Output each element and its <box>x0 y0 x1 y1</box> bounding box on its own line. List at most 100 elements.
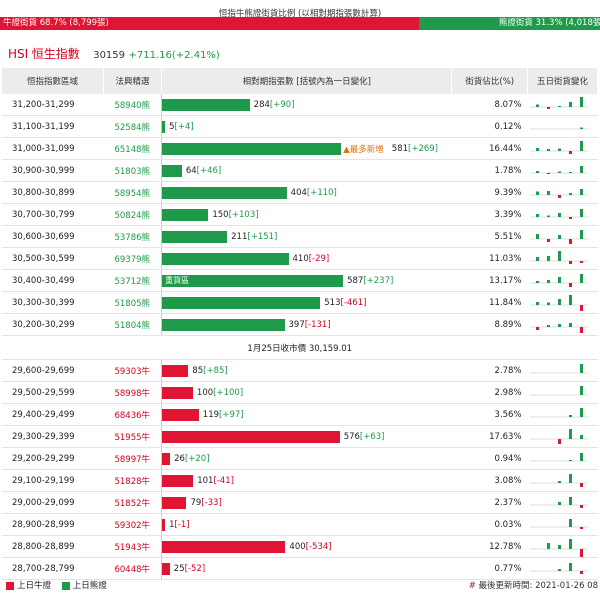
share-pct: 2.78% <box>451 359 528 382</box>
bar-cell: 397 [-131] <box>161 313 452 336</box>
ticker-link[interactable]: 50824熊 <box>103 203 162 226</box>
sparkline-bar <box>579 526 583 529</box>
sparkline-cell <box>527 447 598 470</box>
bar-cell: 64 [+46] <box>161 159 452 182</box>
header-pick: 法興精選 <box>103 68 163 94</box>
table-row: 30,400-30,499 53712熊 重貨區 587 [+237] 13.17% <box>2 269 598 292</box>
most-added-note: ▲最多新增 <box>343 144 384 155</box>
sparkline-bar <box>557 298 561 305</box>
ticker-link[interactable]: 68436牛 <box>103 403 162 426</box>
bull-ratio-segment: 牛證街貨 68.7% (8,799張) <box>0 17 419 30</box>
ticker-link[interactable]: 51943牛 <box>103 535 162 558</box>
bar-cell: 284 [+90] <box>161 94 452 116</box>
table-row: 30,200-30,299 51804熊 397 [-131] 8.89% <box>2 313 598 336</box>
ticker-link[interactable]: 58997牛 <box>103 447 162 470</box>
sparkline-bar <box>579 127 583 129</box>
sparkline-cell <box>527 513 598 536</box>
share-pct: 8.07% <box>451 94 528 116</box>
bar-cell: 100 [+100] <box>161 381 452 404</box>
five-day-sparkline <box>529 96 588 109</box>
table-row: 28,900-28,999 59302牛 1 [-1] 0.03% <box>2 513 598 536</box>
quantity-bar <box>162 386 193 399</box>
sparkline-bar <box>568 238 572 244</box>
ticker-link[interactable]: 52584熊 <box>103 115 162 138</box>
closing-price-separator: 1月25日收市價 30,159.01 <box>2 335 598 360</box>
daily-change: [+4] <box>174 121 194 132</box>
sparkline-bar <box>579 140 583 151</box>
ticker-link[interactable]: 65148熊 <box>103 137 162 160</box>
quantity-bar <box>162 208 209 221</box>
five-day-sparkline <box>529 273 588 287</box>
ticker-link[interactable]: 58954熊 <box>103 181 162 204</box>
sparkline-bar <box>579 273 583 283</box>
sparkline-bar <box>568 496 572 505</box>
bar-cell: 410 [-29] <box>161 247 452 270</box>
ticker-link[interactable]: 59303牛 <box>103 359 162 382</box>
table-body: 31,200-31,299 58940熊 284 [+90] 8.07% 31,100-… <box>2 94 598 580</box>
sparkline-bar <box>568 260 572 264</box>
daily-change: [-33] <box>201 497 222 508</box>
daily-change: [+20] <box>184 453 210 464</box>
table-row: 29,300-29,399 51955牛 576 [+63] 17.63% <box>2 425 598 448</box>
five-day-sparkline <box>529 294 588 311</box>
share-pct: 8.89% <box>451 313 528 336</box>
bar-wrap: ▲最多新增 581 [+269] <box>162 138 452 159</box>
sparkline-cell <box>527 181 598 204</box>
daily-change: [+63] <box>359 431 385 442</box>
sparkline-bar <box>557 480 561 483</box>
ticker-link[interactable]: 51852牛 <box>103 491 162 514</box>
sparkline-cell <box>527 491 598 514</box>
sparkline-bar <box>546 190 550 195</box>
count-value: 513 <box>324 297 341 308</box>
quantity-bar <box>162 230 228 243</box>
ticker-link[interactable]: 51955牛 <box>103 425 162 448</box>
table-row: 31,000-31,099 65148熊 ▲最多新增 581 [+269] 16.44% <box>2 137 598 160</box>
count-value: 5 <box>169 121 175 132</box>
table-row: 30,300-30,399 51805熊 513 [-461] 11.84% <box>2 291 598 314</box>
ratio-header: 恒指牛熊證街貨比例 (以相對期指張數計算) 牛證街貨 68.7% (8,799張… <box>0 0 600 30</box>
ticker-link[interactable]: 58998牛 <box>103 381 162 404</box>
sparkline-bar <box>579 229 583 239</box>
quantity-bar <box>162 120 166 133</box>
bull-legend-swatch <box>6 581 14 590</box>
table-header: 恒指指數區域 法興精選 相對期指張數 [括號內為一日變化] 街貨佔比(%) 五日… <box>2 68 598 94</box>
ticker-link[interactable]: 60448牛 <box>103 557 162 580</box>
five-day-sparkline <box>529 562 588 574</box>
ticker-link[interactable]: 51828牛 <box>103 469 162 492</box>
ticker-link[interactable]: 51805熊 <box>103 291 162 314</box>
sparkline-bar <box>579 96 583 107</box>
sparkline-cell <box>527 159 598 182</box>
bar-wrap: 400 [-534] <box>162 536 452 557</box>
sparkline-bar <box>568 171 572 173</box>
table-row: 30,700-30,799 50824熊 150 [+103] 3.39% <box>2 203 598 226</box>
quantity-bar: 重貨區 <box>162 274 344 287</box>
bar-cell: 576 [+63] <box>161 425 452 448</box>
sparkline-cell <box>527 359 598 382</box>
sparkline-bar <box>546 542 550 549</box>
sparkline-bar <box>579 165 583 173</box>
bar-wrap: 100 [+100] <box>162 382 452 403</box>
ticker-link[interactable]: 58940熊 <box>103 94 162 116</box>
ticker-link[interactable]: 59302牛 <box>103 513 162 536</box>
sparkline-bar <box>579 304 583 311</box>
sparkline-bar <box>568 192 572 195</box>
sparkline-bar <box>557 212 561 217</box>
sparkline-cell <box>527 313 598 336</box>
bar-cell: 5 [+4] <box>161 115 452 138</box>
bar-wrap: 410 [-29] <box>162 248 452 269</box>
sparkline-bar <box>546 238 550 242</box>
ticker-link[interactable]: 53712熊 <box>103 269 162 292</box>
ticker-link[interactable]: 69379熊 <box>103 247 162 270</box>
sparkline-bar <box>568 459 572 461</box>
sparkline-bar <box>579 208 583 217</box>
sparkline-bar <box>557 568 561 571</box>
ticker-link[interactable]: 53786熊 <box>103 225 162 248</box>
table-row: 29,600-29,699 59303牛 85 [+85] 2.78% <box>2 359 598 382</box>
range-cell: 29,600-29,699 <box>2 359 104 382</box>
ticker-link[interactable]: 51804熊 <box>103 313 162 336</box>
ticker-link[interactable]: 51803熊 <box>103 159 162 182</box>
table-row: 30,500-30,599 69379熊 410 [-29] 11.03% <box>2 247 598 270</box>
sparkline-cell <box>527 225 598 248</box>
bar-wrap: 26 [+20] <box>162 448 452 469</box>
bar-cell: 150 [+103] <box>161 203 452 226</box>
